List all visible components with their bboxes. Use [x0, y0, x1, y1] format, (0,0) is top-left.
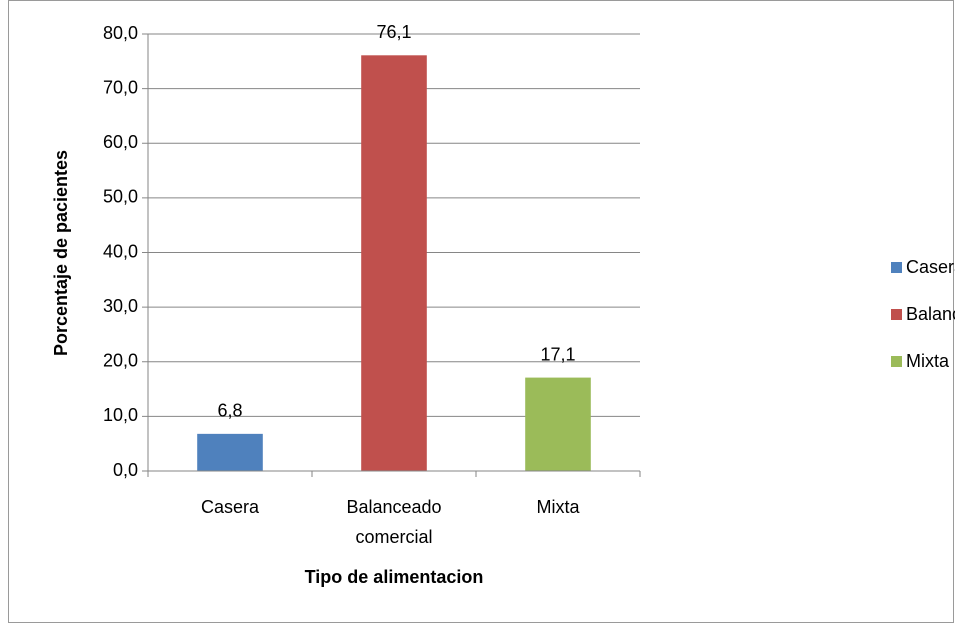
data-label: 6,8 [217, 401, 242, 421]
data-label: 76,1 [376, 22, 411, 42]
legend-swatch [891, 309, 902, 320]
legend-label: Casera [906, 257, 955, 277]
bar [361, 55, 427, 472]
y-tick-label: 80,0 [103, 23, 138, 43]
x-tick-label: Mixta [536, 497, 580, 517]
legend-label: Mixta [906, 351, 950, 371]
x-tick-label: Balanceado comercial [346, 497, 441, 547]
y-tick-label: 0,0 [113, 460, 138, 480]
y-tick-label: 40,0 [103, 241, 138, 261]
legend-swatch [891, 356, 902, 367]
bar [197, 433, 263, 471]
chart-border [8, 0, 954, 623]
bar [525, 377, 591, 471]
y-tick-label: 20,0 [103, 351, 138, 371]
data-label: 17,1 [540, 344, 575, 364]
y-tick-label: 10,0 [103, 405, 138, 425]
y-tick-label: 70,0 [103, 77, 138, 97]
y-tick-label: 30,0 [103, 296, 138, 316]
legend-label: Balanceado comercial [906, 304, 955, 324]
y-tick-label: 60,0 [103, 132, 138, 152]
x-tick-label: Casera [201, 497, 260, 517]
legend-swatch [891, 262, 902, 273]
x-axis-title: Tipo de alimentacion [305, 567, 484, 587]
y-axis-title: Porcentaje de pacientes [51, 150, 71, 356]
y-tick-label: 50,0 [103, 187, 138, 207]
